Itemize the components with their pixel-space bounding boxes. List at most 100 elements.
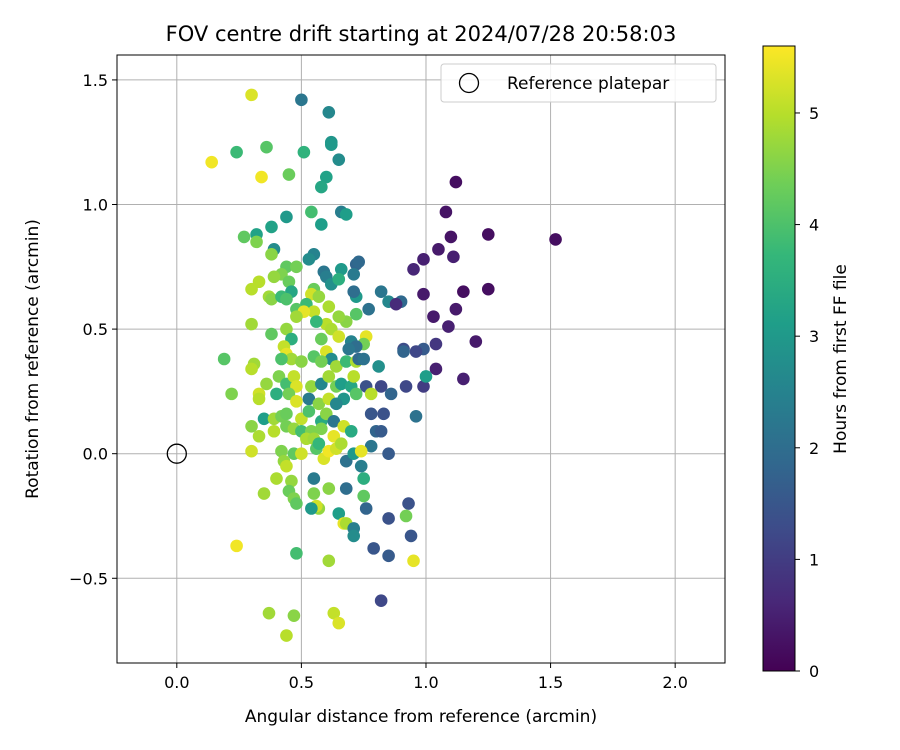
data-point-83 [310,315,323,328]
data-point-166 [267,424,281,438]
data-point-142 [225,387,238,401]
data-point-45 [267,270,281,284]
y-tick-label-3: 1.0 [83,196,108,215]
data-point-8 [324,138,338,152]
data-point-163 [327,414,341,428]
data-point-165 [252,429,266,443]
data-point-119 [429,362,443,376]
data-point-221 [404,529,418,543]
data-point-144 [252,392,266,406]
data-point-125 [260,377,273,391]
data-point-29 [447,250,460,264]
data-point-101 [217,352,231,366]
y-axis-ticks: −0.5 0.0 0.5 1.0 1.5 [69,71,117,588]
data-point-113 [329,360,343,373]
data-point-223 [290,547,303,560]
data-point-190 [334,437,348,451]
data-point-117 [357,352,370,366]
data-point-228 [374,594,388,608]
data-point-6 [297,145,311,159]
data-point-67 [389,297,403,311]
data-point-18 [280,210,293,224]
data-point-122 [419,370,433,383]
data-point-178 [382,447,395,460]
reference-platepar-marker [166,443,187,464]
colorbar-gradient [762,45,796,672]
data-point-58 [312,290,326,304]
data-point-222 [230,539,243,553]
data-point-19 [439,205,453,219]
data-point-94 [342,342,356,356]
colorbar-tick-label-4: 4 [809,216,819,235]
data-point-64 [374,285,388,299]
data-point-138 [384,387,398,401]
data-point-9 [332,153,346,166]
data-point-129 [305,380,318,393]
data-point-196 [280,459,293,473]
data-point-145 [270,387,283,401]
data-point-135 [347,370,361,383]
data-point-194 [354,459,368,473]
x-tick-label-1: 0.5 [289,673,314,692]
data-point-233 [280,629,293,642]
data-point-43 [290,260,303,274]
colorbar-tick-label-0: 0 [809,662,819,681]
data-point-193 [354,444,368,458]
data-point-57 [332,272,346,286]
data-point-107 [275,352,288,366]
data-point-48 [245,282,258,296]
data-point-106 [285,352,298,366]
data-point-149 [312,397,326,411]
data-point-69 [457,285,470,299]
data-point-121 [417,380,430,393]
data-point-10 [255,170,268,184]
legend-entry-reference: Reference platepar [507,74,669,94]
y-tick-label-1: 0.0 [83,445,108,464]
data-point-198 [270,472,283,485]
data-point-227 [407,554,420,568]
data-point-204 [322,482,336,495]
data-point-108 [295,355,308,368]
data-point-63 [347,285,361,299]
y-axis-label: Rotation from reference (arcmin) [23,219,43,499]
data-point-97 [409,345,423,358]
data-point-224 [322,554,336,568]
x-axis-label: Angular distance from reference (arcmin) [245,707,597,727]
data-point-39 [347,267,361,281]
data-point-40 [407,262,420,276]
legend: Reference platepar [440,63,717,103]
data-point-206 [339,482,353,495]
data-point-27 [549,233,562,246]
data-point-70 [481,282,495,296]
data-point-174 [344,424,358,438]
data-point-24 [250,235,263,249]
plot-frame [116,54,726,664]
data-point-33 [302,253,316,266]
data-point-3 [205,155,218,169]
data-point-131 [322,370,336,383]
data-point-11 [282,168,296,181]
data-point-12 [320,170,333,184]
data-point-230 [287,609,301,622]
data-point-164 [245,419,258,433]
data-point-112 [315,355,328,368]
data-point-71 [449,302,463,316]
data-point-140 [349,387,363,401]
data-point-158 [280,407,293,421]
data-point-0 [295,93,308,107]
data-point-1 [245,88,258,102]
data-point-197 [285,474,298,488]
data-point-89 [332,330,346,343]
legend-reference-icon [458,72,480,94]
data-point-100 [397,345,410,358]
data-point-183 [295,447,308,460]
x-axis-ticks: 0.0 0.5 1.0 1.5 2.0 [164,663,688,692]
data-point-220 [399,509,413,523]
data-point-232 [332,616,346,630]
data-point-133 [334,377,348,391]
data-point-98 [429,337,443,351]
data-point-38 [334,262,348,276]
data-point-114 [339,355,353,368]
data-point-85 [265,327,278,341]
data-point-118 [372,360,385,373]
